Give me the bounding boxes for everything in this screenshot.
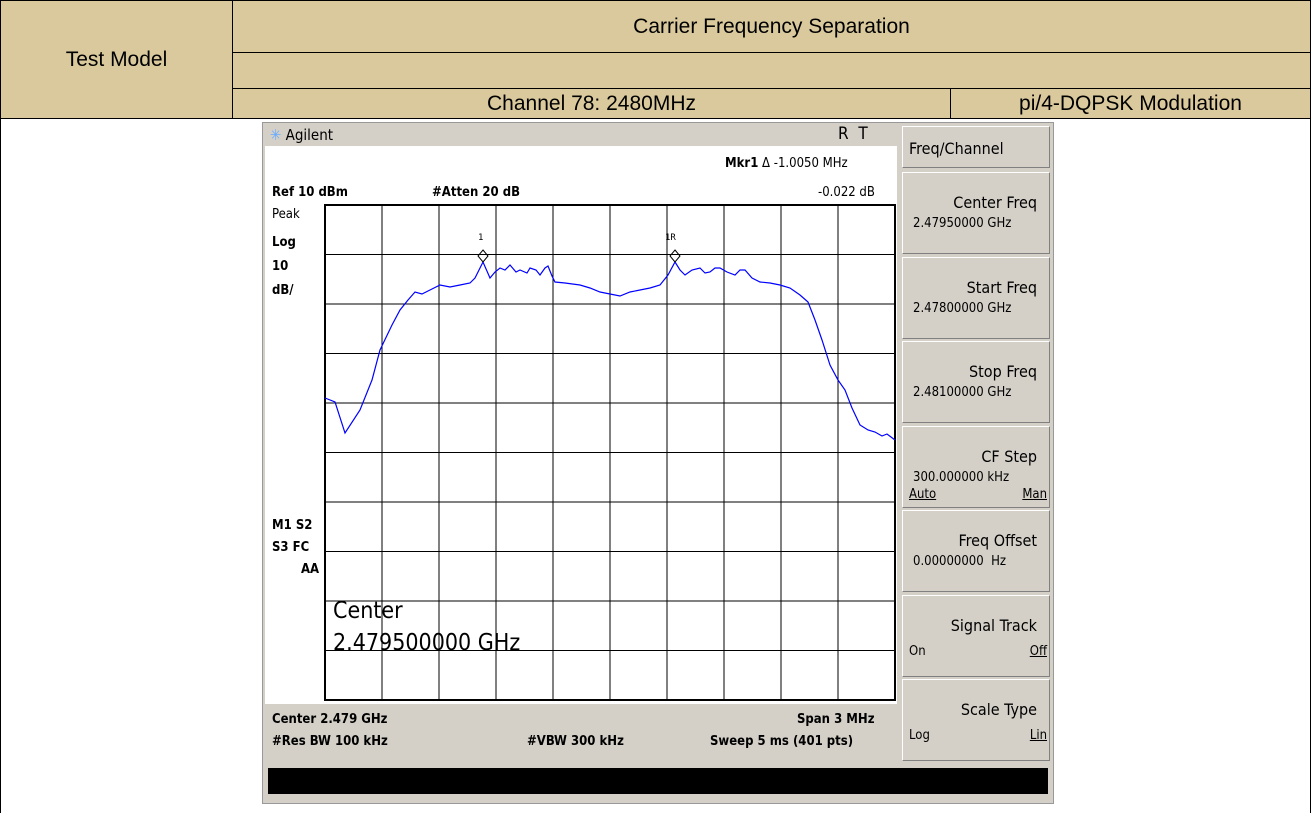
softkey-option: Lin xyxy=(1029,728,1047,743)
center-value: 2.479500000 GHz xyxy=(333,630,521,656)
test-model: Test Model xyxy=(0,0,233,119)
brand: ✳ Agilent xyxy=(270,126,334,144)
softkey-label: Stop Freq xyxy=(969,362,1037,381)
softkey-option: Man xyxy=(1022,486,1047,502)
softkey-label: Center Freq xyxy=(953,193,1037,212)
softkey-label: CF Step xyxy=(981,446,1037,466)
ref: Ref 10 dBm xyxy=(272,185,348,200)
sweep: Sweep 5 ms (401 pts) xyxy=(710,734,854,749)
flag: M1 S2 xyxy=(272,518,313,533)
grid xyxy=(324,204,896,701)
center: Center 2.479 GHz xyxy=(272,712,388,727)
empty-row xyxy=(232,52,1311,89)
softkey-option: Auto xyxy=(909,486,937,502)
center-label: Center xyxy=(333,598,403,624)
softkey[interactable]: Start Freq 2.47800000 GHz xyxy=(902,256,1050,339)
span: Span 3 MHz xyxy=(797,712,875,727)
softkey[interactable]: Scale Type Log Lin xyxy=(902,679,1050,761)
softkey-title-text: Freq/Channel xyxy=(909,139,1004,158)
atten: #Atten 20 dB xyxy=(432,185,520,200)
left-label: Peak xyxy=(272,207,300,222)
softkey-value: 2.47950000 GHz xyxy=(913,216,1012,231)
flag: AA xyxy=(301,562,320,577)
softkey-label: Signal Track xyxy=(950,615,1037,635)
status-bar xyxy=(268,768,1048,794)
left-label: 10 xyxy=(272,259,289,274)
marker-delta: Δ -1.0050 MHz xyxy=(762,156,848,171)
softkey-option: On xyxy=(909,643,926,659)
softkey-value: 2.47800000 GHz xyxy=(913,300,1012,316)
marker-readout: Mkr1 Δ -1.0050 MHz xyxy=(725,156,848,171)
softkey[interactable]: Signal Track On Off xyxy=(902,594,1050,677)
softkey-value: 0.00000000 Hz xyxy=(913,554,1007,569)
softkey-value: 2.48100000 GHz xyxy=(913,385,1012,400)
marker-label: 1R xyxy=(665,233,676,243)
res-bw: #Res BW 100 kHz xyxy=(272,734,388,749)
left-label: Log xyxy=(272,235,296,250)
flag: S3 FC xyxy=(272,540,310,555)
brand-text: Agilent xyxy=(285,126,334,144)
softkey[interactable]: CF Step 300.000000 kHz Auto Man xyxy=(902,425,1050,508)
softkey-option: Log xyxy=(909,728,930,743)
display xyxy=(265,146,897,704)
marker-label: 1 xyxy=(478,233,483,243)
softkey-option: Off xyxy=(1029,643,1047,659)
markers xyxy=(477,249,681,263)
softkey-label: Freq Offset xyxy=(958,531,1038,550)
softkey-title: Freq/Channel xyxy=(902,126,1050,168)
softkey[interactable]: Stop Freq 2.48100000 GHz xyxy=(902,341,1050,423)
marker-level: -0.022 dB xyxy=(818,185,875,200)
softkey-label: Start Freq xyxy=(966,277,1037,297)
left-label: dB/ xyxy=(272,283,294,298)
trace xyxy=(324,260,896,441)
vbw: #VBW 300 kHz xyxy=(527,734,624,749)
marker-name: Mkr1 xyxy=(725,156,759,171)
softkey-value: 300.000000 kHz xyxy=(913,469,1010,485)
status: R T xyxy=(838,124,868,144)
softkey[interactable]: Freq Offset 0.00000000 Hz xyxy=(902,510,1050,592)
softkey-label: Scale Type xyxy=(960,700,1037,719)
softkey[interactable]: Center Freq 2.47950000 GHz xyxy=(902,172,1050,254)
